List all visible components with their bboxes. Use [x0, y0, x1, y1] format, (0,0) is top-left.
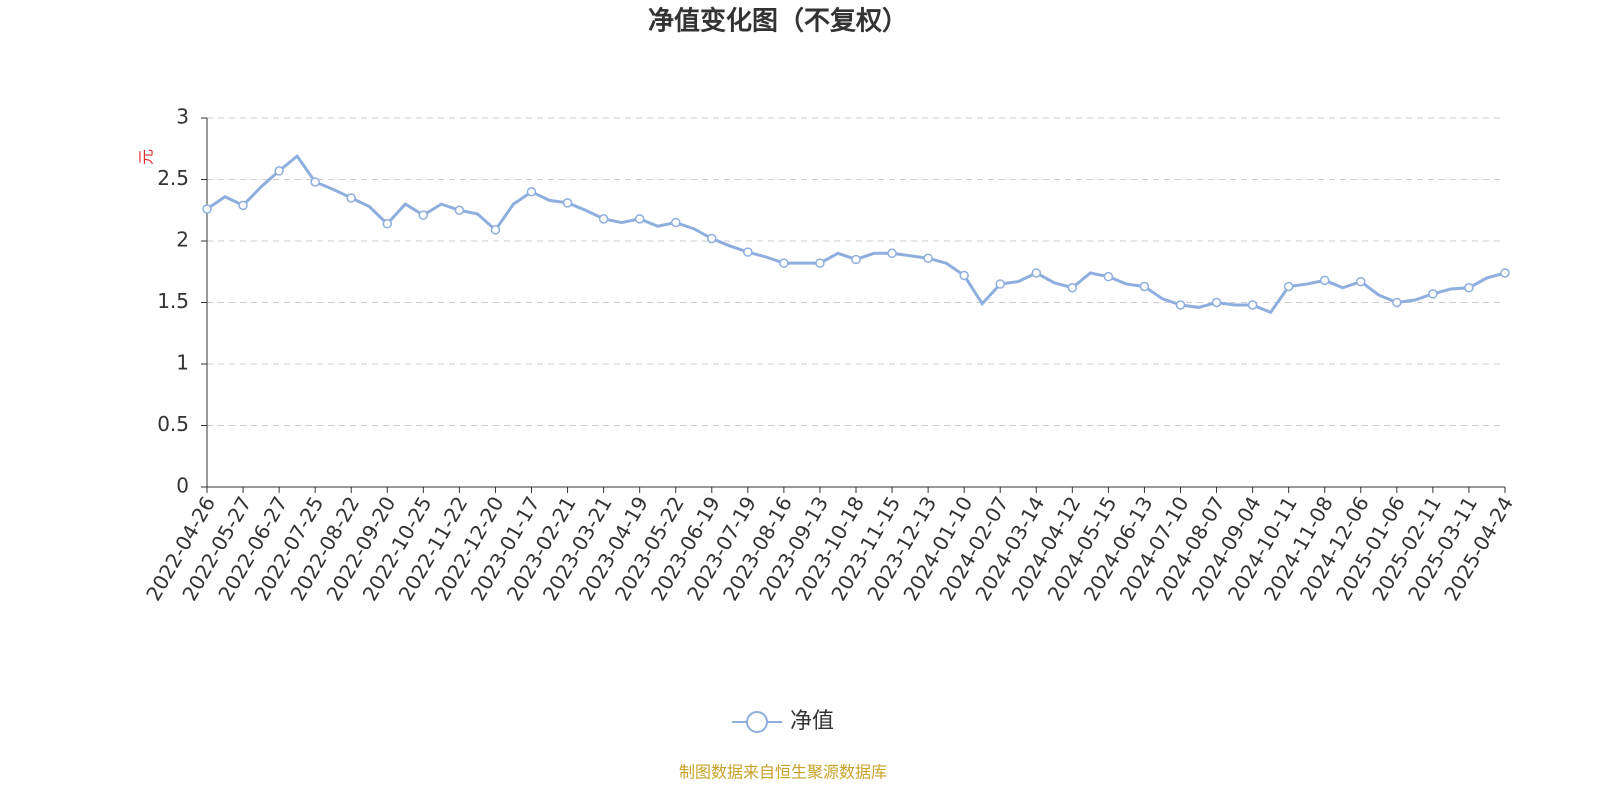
point-marker	[310, 177, 320, 187]
source-note: 制图数据来自恒生聚源数据库	[679, 763, 887, 782]
y-tick-label: 0.5	[157, 412, 189, 436]
y-tick-label: 0	[176, 474, 189, 498]
point-marker	[1139, 281, 1150, 292]
point-marker	[598, 214, 609, 224]
chart-title: 净值变化图（不复权）	[648, 6, 908, 37]
point-marker	[887, 248, 897, 259]
point-marker	[202, 204, 212, 214]
point-marker	[238, 200, 248, 211]
point-marker	[1283, 281, 1294, 292]
y-tick-label: 2.5	[157, 166, 189, 190]
point-marker	[1500, 268, 1510, 278]
point-marker	[274, 166, 284, 176]
point-marker	[959, 270, 969, 281]
point-marker	[418, 210, 429, 220]
y-tick-label: 3	[176, 105, 189, 129]
point-marker	[779, 258, 789, 268]
point-marker	[1464, 282, 1474, 293]
legend-label: 净值	[790, 709, 834, 734]
point-marker	[1211, 297, 1222, 308]
point-marker	[454, 205, 465, 215]
point-marker	[1356, 276, 1366, 287]
point-marker	[1392, 297, 1402, 308]
point-marker	[851, 254, 861, 265]
point-marker	[1175, 300, 1186, 310]
point-marker	[526, 187, 537, 197]
y-axis-label: 元	[137, 149, 156, 165]
point-marker	[1031, 268, 1042, 278]
legend-marker	[746, 711, 768, 733]
point-marker	[707, 233, 717, 244]
point-marker	[815, 258, 825, 268]
point-marker	[670, 217, 681, 228]
point-marker	[562, 198, 573, 208]
point-marker	[1247, 300, 1258, 310]
point-marker	[382, 219, 393, 229]
point-marker	[1319, 275, 1330, 286]
point-marker	[634, 214, 645, 224]
point-marker	[995, 279, 1005, 289]
point-marker	[346, 193, 356, 203]
point-marker	[1103, 271, 1114, 282]
point-marker	[1067, 282, 1078, 293]
y-tick-label: 2	[176, 228, 189, 252]
point-marker	[1428, 289, 1438, 299]
point-marker	[743, 247, 753, 257]
y-tick-label: 1.5	[157, 289, 189, 313]
point-marker	[923, 253, 933, 263]
point-marker	[490, 225, 501, 235]
y-tick-label: 1	[176, 351, 189, 375]
